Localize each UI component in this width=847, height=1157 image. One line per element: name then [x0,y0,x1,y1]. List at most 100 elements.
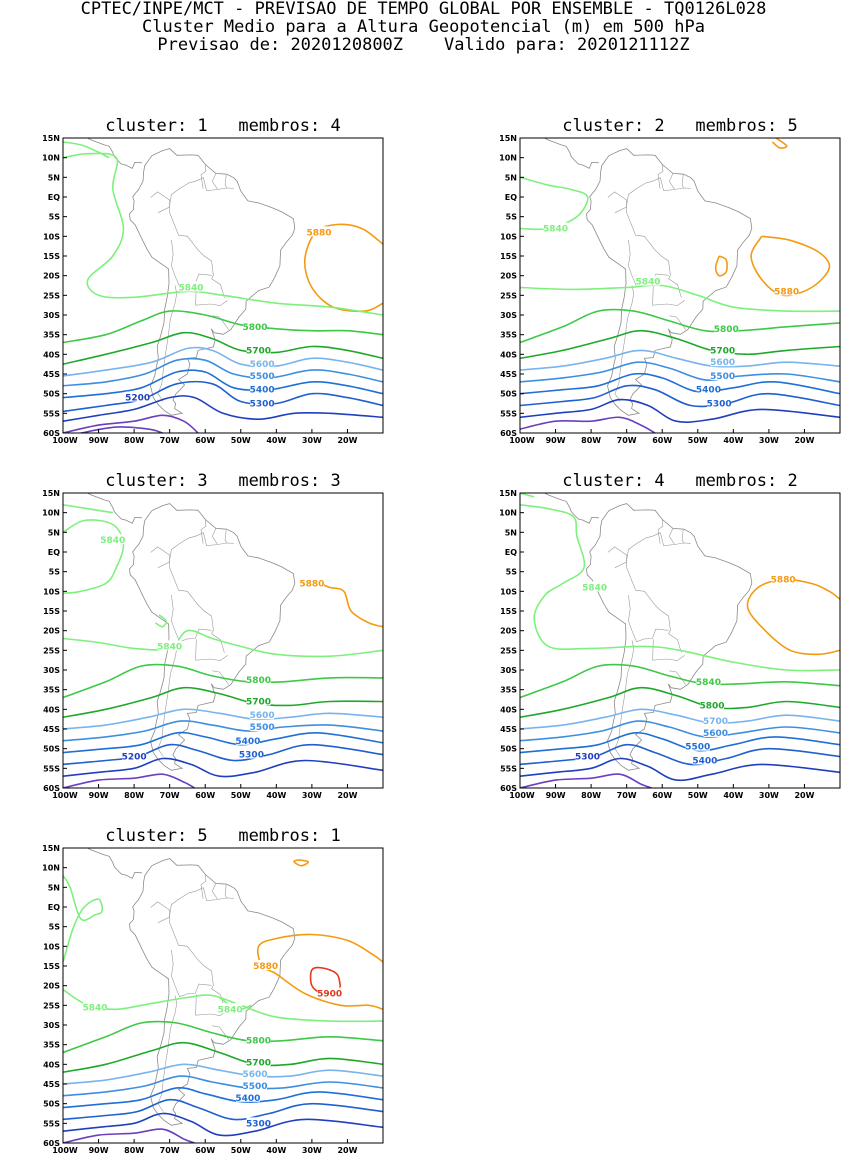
lat-label: 55S [43,409,60,418]
central-america-coastline [543,138,599,169]
contour-label-bg [100,534,125,545]
contour-5800 [520,663,840,699]
lat-label: EQ [48,548,60,557]
contour-label: 5500 [710,372,735,382]
lat-label: 5S [49,568,61,577]
map-frame [62,847,384,1144]
lon-label: 60W [195,791,215,800]
panel-title: cluster: 1 membros: 4 [105,116,341,136]
lat-label: 5S [506,213,518,222]
contour-5840 [63,875,104,963]
contour-label: 5600 [703,729,728,739]
lat-label: 5S [49,923,61,932]
lon-label: 80W [581,436,601,445]
contour-label-bg [179,281,203,292]
contour-label-bg [636,275,660,286]
country-border [157,640,178,757]
contour-5880 [771,138,788,149]
lon-label: 20W [337,1146,357,1155]
lon-label: 70W [160,436,180,445]
lat-label: 40S [43,705,60,714]
country-border [212,1025,229,1040]
contour-5300 [520,384,840,408]
contour-5840 [63,141,110,159]
geopotential-map: 5880 5840 5800 5700 5600 5500 5400 5300 5200 15N 1… [42,134,384,445]
lat-label: 35S [43,1041,60,1050]
contour-label: 5880 [306,228,331,238]
panel-title: cluster: 5 membros: 1 [105,826,341,846]
lat-label: 55S [500,409,517,418]
lon-label: 100W [509,791,535,800]
lon-label: 20W [337,436,357,445]
contour-5200 [63,757,383,778]
geopotential-map: 5840 5880 5840 5800 5700 5600 5500 5400 5300 15N 1… [499,134,841,445]
lat-label: 5N [48,528,60,537]
country-border [169,213,225,298]
contour-label: 5600 [250,360,275,370]
lat-label: 5N [48,173,60,182]
lat-label: 60S [43,1139,60,1148]
lat-label: 35S [43,686,60,695]
contour-5880 [746,578,840,656]
country-border [157,995,178,1112]
contour-label-bg [246,1034,271,1045]
contour-label-bg [246,1056,271,1067]
contour-label-bg [243,1079,267,1090]
contour-label-bg [703,715,728,726]
country-border [195,284,228,306]
contour-5500 [63,1075,383,1097]
lon-label: 90W [89,1146,109,1155]
lon-label: 80W [124,1146,144,1155]
contour-5880 [714,255,728,277]
contour-5300 [63,743,383,766]
contour-label-bg [710,356,735,367]
map-frame [62,492,384,789]
lat-label: 5S [49,213,61,222]
contour-low [520,416,656,433]
contour-5500 [520,361,840,383]
contour-5700 [63,1041,383,1073]
central-america-coastline [86,138,142,169]
contour-label: 5700 [246,1058,271,1068]
lon-label: 40W [723,791,743,800]
contour-label-bg [250,369,275,380]
lat-label: 15N [42,489,60,498]
contour-5880 [293,859,310,867]
map-panel-cluster-1: cluster: 1 membros: 4 5880 5840 5800 5700 560… [42,116,384,445]
country-border [200,163,207,189]
contour-5800 [63,663,383,699]
country-border [169,568,225,653]
country-border [681,174,684,189]
contour-label: 5400 [235,737,260,747]
contour-label-bg [125,391,150,402]
lat-label: 10N [42,864,60,873]
lon-label: 40W [723,436,743,445]
contour-5800 [63,1020,383,1054]
contour-label: 5840 [582,583,607,593]
contour-label: 5800 [242,323,267,333]
lat-label: 10S [500,232,517,241]
geopotential-map: 5880 5900 5840 5840 5800 5700 5600 5500 5400 5300… [42,844,384,1155]
lat-label: 10N [42,509,60,518]
contour-label-bg [235,734,260,745]
contour-label: 5840 [543,224,568,234]
lat-label: 10N [499,154,517,163]
contour-label: 5840 [100,536,125,546]
lon-label: 30W [302,1146,322,1155]
contour-label-bg [250,358,275,369]
contour-label-bg [253,960,278,970]
lat-label: 50S [500,745,517,754]
lat-label: 10S [500,587,517,596]
lon-label: 30W [759,436,779,445]
contour-5700 [520,329,840,360]
contour-label: 5300 [707,400,732,410]
contour-label: 5300 [246,1119,271,1129]
contour-5700 [520,686,840,718]
lon-label: 100W [52,1146,78,1155]
contour-label: 5840 [82,1003,107,1013]
contour-label-bg [243,320,267,331]
lon-label: 40W [266,1146,286,1155]
contour-label-bg [707,397,732,408]
lat-label: 5S [506,568,518,577]
lat-label: 10N [42,154,60,163]
